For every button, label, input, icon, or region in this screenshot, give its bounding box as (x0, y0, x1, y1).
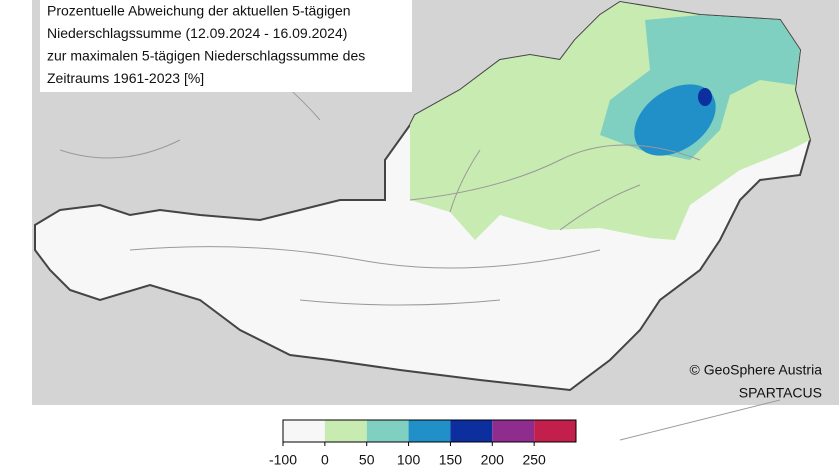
title-line: zur maximalen 5-tägigen Niederschlagssum… (47, 48, 365, 64)
legend-swatch (408, 420, 451, 442)
source: SPARTACUS (739, 385, 822, 401)
borders (129, 144, 701, 306)
region-100-150 (634, 84, 716, 156)
legend-label: 0 (321, 452, 329, 468)
legend-swatch (324, 420, 367, 442)
legend: -100 0 50 100 150 200 250 (269, 419, 577, 468)
region-150-200 (698, 88, 712, 106)
title-box (40, 0, 412, 92)
title-line: Zeitraums 1961-2023 [%] (47, 70, 204, 86)
legend-label: 100 (397, 452, 421, 468)
legend-swatch (450, 420, 493, 442)
legend-frame (282, 419, 577, 443)
legend-swatch (534, 420, 576, 442)
legend-swatch (283, 420, 325, 442)
title: Prozentuelle Abweichung der aktuellen 5-… (47, 3, 365, 87)
legend-swatch (366, 420, 409, 442)
legend-swatch (492, 420, 535, 442)
title-line: Niederschlagssumme (12.09.2024 - 16.09.2… (47, 25, 347, 41)
copyright: © GeoSphere Austria (689, 362, 822, 378)
legend-label: 200 (481, 452, 505, 468)
title-line: Prozentuelle Abweichung der aktuellen 5-… (47, 3, 351, 19)
legend-label: 50 (359, 452, 375, 468)
legend-label: 250 (522, 452, 546, 468)
legend-label: 150 (439, 452, 463, 468)
legend-label: -100 (269, 452, 297, 468)
